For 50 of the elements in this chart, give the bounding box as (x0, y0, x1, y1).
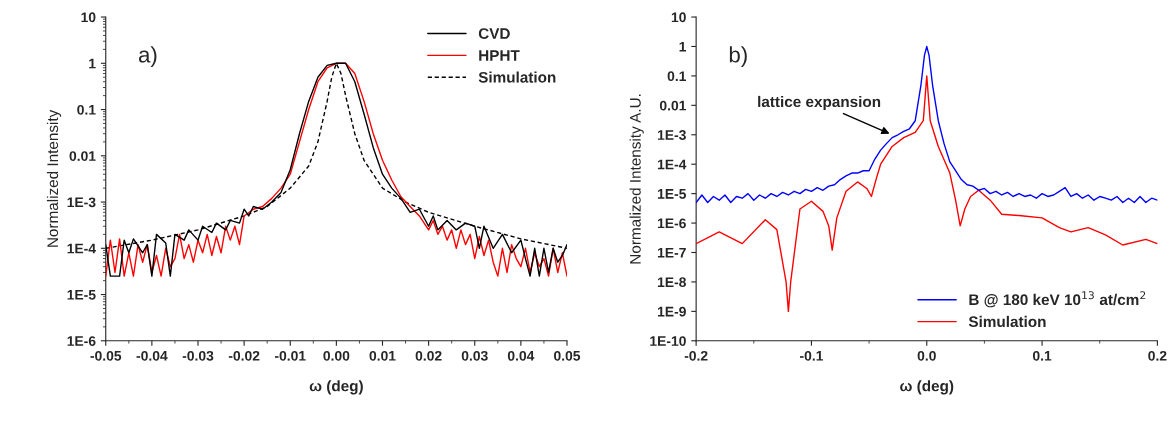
legend-label: CVD (478, 28, 510, 39)
x-tick-label: 0.05 (554, 350, 581, 361)
x-tick-label: 0.02 (415, 350, 442, 361)
y-tick-label: 1E-9 (657, 306, 686, 317)
annotation: lattice expansion (758, 95, 881, 111)
x-axis-title: ω (deg) (309, 380, 363, 395)
x-tick-label: 0.0 (917, 350, 936, 361)
x-tick-label: -0.02 (228, 350, 260, 361)
x-tick-label: 0.00 (323, 350, 350, 361)
y-tick-label: 1E-5 (657, 189, 687, 199)
x-tick-label: -0.04 (136, 350, 168, 361)
legend-label: Simulation (478, 71, 556, 83)
line-series (696, 45, 1158, 204)
y-tick-label: 10 (671, 12, 686, 23)
x-tick-label: -0.03 (182, 350, 214, 361)
y-tick-label: 1E-6 (657, 218, 686, 229)
annotation: b) (729, 46, 747, 67)
y-tick-label: 0.01 (659, 100, 687, 111)
y-tick-label: 1E-10 (650, 336, 686, 346)
x-tick-label: -0.2 (684, 350, 708, 361)
y-tick-label: 1E-7 (657, 247, 686, 258)
y-tick-label: 1E-6 (67, 336, 96, 346)
y-tick-label: 0.01 (69, 151, 96, 161)
y-tick-label: 1E-3 (657, 130, 686, 140)
y-tick-label: 10 (81, 12, 96, 23)
y-tick-label: 0.1 (667, 71, 687, 82)
annotation: a) (138, 46, 157, 67)
y-tick-label: 1 (89, 58, 96, 69)
legend-label: B @ 180 keV 10$^{13}$ at/cm$^{2}$ (969, 291, 1146, 308)
y-tick-label: 1 (679, 41, 687, 52)
x-axis-title: ω (deg) (900, 380, 954, 395)
y-tick-label: 0.1 (77, 104, 96, 115)
y-tick-label: 1E-4 (67, 243, 96, 254)
x-tick-label: 0.2 (1148, 350, 1167, 361)
x-tick-label: -0.05 (90, 350, 122, 361)
x-tick-label: 0.04 (507, 350, 535, 361)
x-tick-label: 0.03 (461, 350, 488, 361)
y-axis-title: Normalized Intensity A.U. (629, 94, 644, 264)
line-series (696, 75, 1158, 313)
x-tick-label: -0.1 (800, 350, 824, 361)
y-axis-title: Normalized Intensity (46, 109, 62, 247)
y-tick-label: 1E-4 (657, 159, 687, 170)
y-tick-label: 1E-5 (67, 290, 96, 300)
y-tick-label: 1E-8 (657, 277, 686, 288)
x-tick-label: -0.01 (274, 350, 306, 361)
x-tick-label: 0.1 (1032, 350, 1052, 361)
y-tick-label: 1E-3 (67, 197, 96, 208)
legend-label: Simulation (968, 315, 1046, 328)
x-tick-label: 0.01 (369, 350, 396, 361)
legend-label: HPHT (479, 50, 520, 61)
